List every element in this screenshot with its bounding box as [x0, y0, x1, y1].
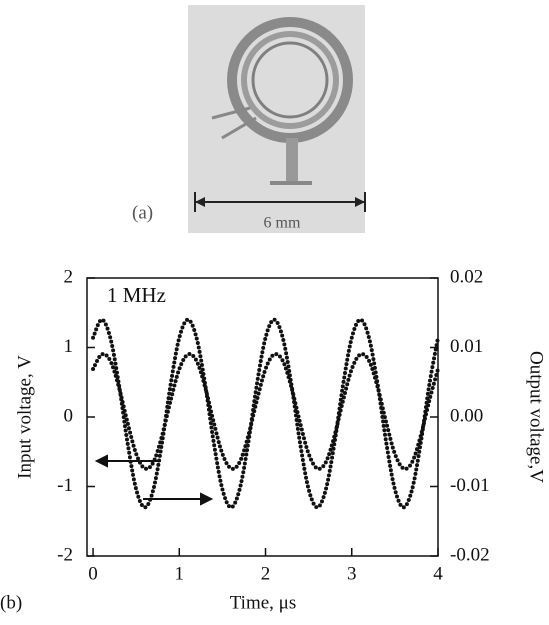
y-axis-label: Input voltage, V	[14, 355, 35, 479]
y-tick-label: -2	[57, 544, 73, 565]
x-tick-label: 1	[175, 563, 185, 584]
series-line	[91, 352, 440, 471]
scale-label: 6 mm	[264, 215, 301, 232]
y2-tick-label: 0.00	[450, 405, 483, 426]
x-tick-label: 0	[88, 563, 98, 584]
y-tick-label: 2	[64, 266, 74, 287]
y-tick-label: 1	[64, 336, 74, 357]
y2-tick-label: 0.01	[450, 336, 483, 357]
panel-label: (a)	[132, 202, 153, 223]
y2-tick-label: -0.02	[450, 544, 490, 565]
x-tick-label: 4	[433, 563, 443, 584]
x-tick-label: 2	[261, 563, 271, 584]
x-tick-label: 3	[347, 563, 357, 584]
y2-tick-label: -0.01	[450, 475, 490, 496]
y2-axis-label: Output voltage,V	[526, 351, 547, 483]
annotation: 1 MHz	[107, 283, 166, 307]
photo	[188, 5, 366, 233]
y2-tick-label: 0.02	[450, 266, 483, 287]
x-axis-label: Time, μs	[230, 592, 297, 613]
y-tick-label: 0	[64, 405, 74, 426]
panel-label: (b)	[0, 592, 22, 613]
y-tick-label: -1	[57, 475, 73, 496]
series-line	[91, 317, 440, 510]
